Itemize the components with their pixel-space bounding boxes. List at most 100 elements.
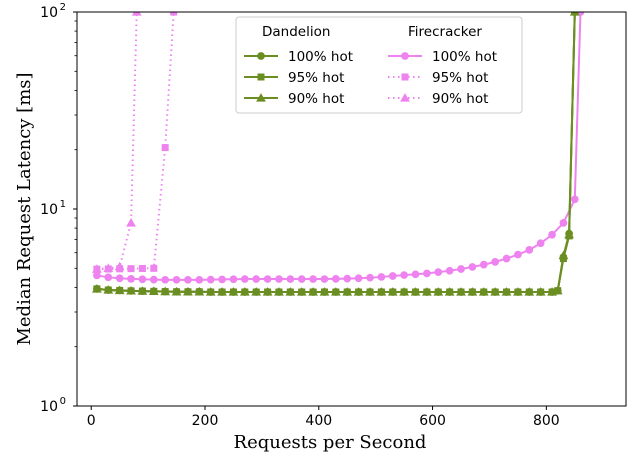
data-point bbox=[195, 287, 204, 296]
data-point bbox=[240, 275, 249, 283]
data-point bbox=[479, 260, 488, 269]
data-point bbox=[115, 286, 124, 295]
data-point bbox=[366, 273, 374, 282]
series-line bbox=[96, 12, 138, 271]
data-point bbox=[93, 285, 101, 293]
data-point bbox=[491, 288, 500, 296]
data-point bbox=[131, 12, 142, 16]
legend-marker bbox=[257, 52, 265, 60]
legend: Dandelion 100% hot 95% hot 90% hot Firecrack… bbox=[235, 16, 523, 114]
series-dandelion-circle bbox=[93, 12, 579, 296]
data-point bbox=[92, 264, 102, 273]
data-point bbox=[332, 288, 340, 296]
data-point bbox=[343, 288, 352, 296]
x-tick-label: 400 bbox=[305, 413, 332, 429]
legend-group-title: Dandelion bbox=[262, 24, 330, 40]
data-point bbox=[126, 218, 136, 227]
data-point bbox=[309, 288, 317, 296]
data-point bbox=[570, 12, 579, 16]
legend-marker bbox=[401, 52, 409, 60]
series-firecracker-square bbox=[93, 12, 178, 273]
data-point bbox=[297, 275, 306, 283]
series-firecracker-triangle bbox=[92, 12, 142, 273]
data-point bbox=[263, 288, 272, 296]
legend-marker bbox=[257, 73, 265, 81]
data-point bbox=[252, 275, 261, 283]
data-point bbox=[514, 288, 522, 296]
data-point bbox=[400, 288, 408, 296]
y-tick-label: 10 bbox=[40, 202, 58, 218]
x-tick-label: 200 bbox=[192, 413, 219, 429]
data-point bbox=[138, 275, 147, 284]
data-point bbox=[229, 275, 238, 284]
data-point bbox=[195, 275, 204, 284]
data-point bbox=[275, 288, 283, 296]
data-point bbox=[172, 287, 181, 296]
data-point bbox=[377, 273, 386, 281]
data-point bbox=[559, 253, 568, 261]
data-point bbox=[525, 246, 534, 254]
data-point bbox=[297, 288, 306, 296]
legend-label: 90% hot bbox=[432, 91, 488, 107]
data-point bbox=[206, 288, 215, 296]
data-point bbox=[553, 286, 562, 295]
legend-label: 90% hot bbox=[288, 91, 344, 107]
data-point bbox=[161, 144, 169, 152]
series-firecracker-circle bbox=[93, 12, 585, 284]
data-point bbox=[434, 268, 443, 277]
data-point bbox=[445, 288, 454, 296]
y-tick-label: 10 bbox=[40, 5, 58, 21]
data-point bbox=[388, 272, 397, 280]
data-point bbox=[491, 258, 500, 266]
data-point bbox=[275, 275, 283, 283]
data-point bbox=[343, 274, 352, 283]
data-point bbox=[445, 266, 454, 275]
data-point bbox=[263, 275, 272, 283]
legend-label: 95% hot bbox=[288, 70, 344, 86]
data-point bbox=[548, 230, 556, 239]
data-point bbox=[423, 269, 431, 278]
data-point bbox=[93, 271, 101, 280]
data-point bbox=[218, 275, 226, 284]
data-point bbox=[434, 288, 443, 296]
data-point bbox=[104, 273, 113, 282]
data-point bbox=[457, 288, 465, 296]
legend-label: 95% hot bbox=[432, 70, 488, 86]
data-point bbox=[127, 265, 135, 273]
legend-marker bbox=[400, 93, 410, 102]
legend-label: 100% hot bbox=[288, 49, 353, 65]
data-point bbox=[502, 288, 511, 296]
data-point bbox=[479, 288, 488, 296]
data-point bbox=[127, 287, 135, 295]
data-point bbox=[103, 263, 114, 272]
data-point bbox=[514, 250, 522, 259]
data-point bbox=[184, 287, 192, 296]
data-point bbox=[286, 288, 295, 296]
data-point bbox=[320, 275, 329, 283]
y-tick-exponent: 2 bbox=[60, 2, 66, 13]
data-point bbox=[206, 275, 215, 284]
y-tick-exponent: 1 bbox=[60, 199, 66, 210]
legend-label: 100% hot bbox=[432, 49, 497, 65]
data-point bbox=[184, 275, 192, 284]
data-point bbox=[525, 288, 534, 296]
data-point bbox=[423, 288, 431, 296]
data-point bbox=[170, 12, 178, 16]
data-point bbox=[229, 288, 238, 296]
data-point bbox=[536, 239, 545, 248]
x-tick-label: 600 bbox=[419, 413, 446, 429]
data-point bbox=[502, 254, 511, 263]
data-point bbox=[320, 288, 329, 296]
data-point bbox=[172, 275, 181, 284]
data-point bbox=[161, 287, 170, 296]
data-point bbox=[400, 271, 408, 279]
y-tick-label: 10 bbox=[40, 399, 58, 415]
x-axis-title: Requests per Second bbox=[234, 432, 427, 453]
data-point bbox=[127, 275, 135, 283]
legend-marker bbox=[256, 93, 266, 102]
data-point bbox=[115, 274, 124, 283]
data-point bbox=[468, 288, 477, 296]
data-point bbox=[457, 265, 465, 273]
